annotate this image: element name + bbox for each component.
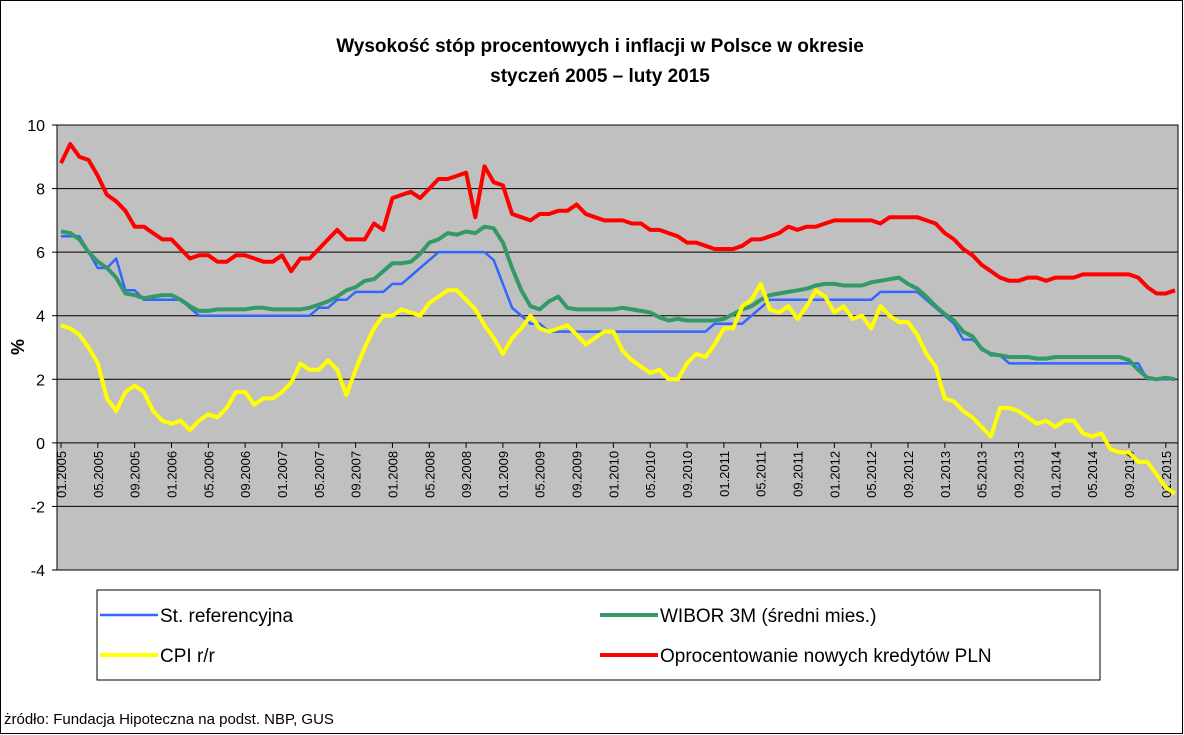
x-tick-label: 05.2014 — [1085, 451, 1100, 498]
x-tick-label: 01.2008 — [385, 451, 400, 498]
x-tick-label: 05.2010 — [643, 451, 658, 498]
source-note: żródło: Fundacja Hipoteczna na podst. NB… — [4, 711, 334, 728]
y-tick-label: 2 — [36, 372, 45, 389]
x-tick-label: 09.2005 — [128, 451, 143, 498]
x-tick-label: 05.2009 — [533, 451, 548, 498]
y-tick-label: 6 — [36, 245, 45, 262]
x-tick-label: 01.2014 — [1048, 451, 1063, 498]
y-tick-label: -4 — [31, 563, 45, 580]
x-tick-label: 05.2012 — [864, 451, 879, 498]
y-axis-label: % — [8, 339, 28, 355]
legend — [96, 589, 1101, 681]
x-tick-label: 09.2014 — [1122, 451, 1137, 498]
series-line — [60, 224, 1176, 382]
chart-title: Wysokość stóp procentowych i inflacji w … — [336, 36, 864, 57]
x-tick-label: 09.2011 — [791, 451, 806, 497]
x-tick-label: 09.2009 — [570, 451, 585, 498]
y-tick-label: 4 — [36, 309, 45, 326]
series-line — [59, 142, 1176, 296]
x-tick-label: 05.2011 — [754, 451, 769, 497]
x-tick-label: 09.2013 — [1011, 451, 1026, 498]
x-tick-label: 09.2006 — [238, 451, 253, 498]
plot-area — [56, 124, 1179, 571]
legend-label: CPI r/r — [160, 646, 216, 667]
x-tick-label: 01.2006 — [164, 451, 179, 498]
x-tick-label: 09.2010 — [680, 451, 695, 498]
y-tick-label: 8 — [36, 182, 45, 199]
y-tick-label: 10 — [27, 118, 45, 135]
x-tick-label: 01.2013 — [938, 451, 953, 498]
x-tick-label: 01.2011 — [717, 451, 732, 497]
x-tick-label: 09.2012 — [901, 451, 916, 498]
x-tick-label: 01.2007 — [275, 451, 290, 498]
x-tick-label: 01.2009 — [496, 451, 511, 498]
y-tick-label: -2 — [31, 499, 45, 516]
chart-subtitle: styczeń 2005 – luty 2015 — [490, 66, 710, 87]
x-tick-label: 01.2012 — [827, 451, 842, 498]
series-line — [60, 281, 1177, 496]
y-tick-label: 0 — [36, 436, 45, 453]
x-tick-label: 09.2007 — [349, 451, 364, 498]
x-tick-label: 05.2006 — [201, 451, 216, 498]
x-tick-label: 05.2008 — [422, 451, 437, 498]
x-tick-label: 05.2005 — [91, 451, 106, 498]
legend-label: St. referencyjna — [160, 606, 293, 627]
x-tick-label: 01.2010 — [606, 451, 621, 498]
x-tick-label: 09.2008 — [459, 451, 474, 498]
x-tick-label: 01.2005 — [54, 451, 69, 498]
x-tick-label: 05.2007 — [312, 451, 327, 498]
x-tick-label: 05.2013 — [975, 451, 990, 498]
legend-label: WIBOR 3M (średni mies.) — [660, 606, 876, 627]
legend-label: Oprocentowanie nowych kredytów PLN — [660, 646, 992, 667]
